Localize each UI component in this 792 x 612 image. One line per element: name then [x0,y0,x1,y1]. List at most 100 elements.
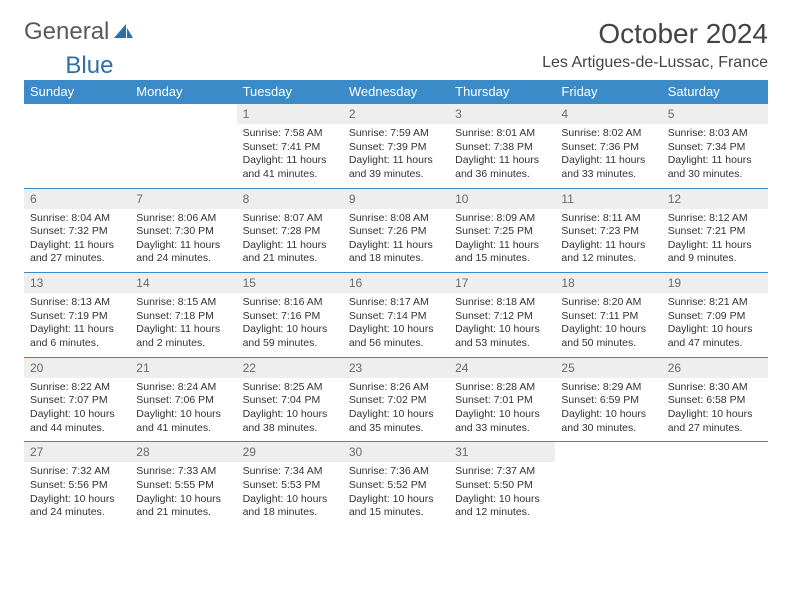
day-cell-21: 21Sunrise: 8:24 AMSunset: 7:06 PMDayligh… [130,357,236,442]
day-number: 27 [24,442,130,462]
day-number: 8 [237,189,343,209]
day-cell-2: 2Sunrise: 7:59 AMSunset: 7:39 PMDaylight… [343,104,449,189]
day-cell-18: 18Sunrise: 8:20 AMSunset: 7:11 PMDayligh… [555,273,661,358]
day-cell-15: 15Sunrise: 8:16 AMSunset: 7:16 PMDayligh… [237,273,343,358]
day-cell-30: 30Sunrise: 7:36 AMSunset: 5:52 PMDayligh… [343,442,449,526]
day-number: 18 [555,273,661,293]
day-info: Sunrise: 8:29 AMSunset: 6:59 PMDaylight:… [555,378,661,442]
day-cell-6: 6Sunrise: 8:04 AMSunset: 7:32 PMDaylight… [24,188,130,273]
day-number: 25 [555,358,661,378]
day-cell-5: 5Sunrise: 8:03 AMSunset: 7:34 PMDaylight… [662,104,768,189]
brand-text-left: General [24,18,109,46]
dayheader-monday: Monday [130,80,236,104]
day-cell-24: 24Sunrise: 8:28 AMSunset: 7:01 PMDayligh… [449,357,555,442]
day-info: Sunrise: 7:33 AMSunset: 5:55 PMDaylight:… [130,462,236,526]
day-info: Sunrise: 8:15 AMSunset: 7:18 PMDaylight:… [130,293,236,357]
day-cell-14: 14Sunrise: 8:15 AMSunset: 7:18 PMDayligh… [130,273,236,358]
day-number: 1 [237,104,343,124]
brand-text-right-wrap: General Blue [24,52,113,80]
day-info: Sunrise: 7:58 AMSunset: 7:41 PMDaylight:… [237,124,343,188]
day-cell-22: 22Sunrise: 8:25 AMSunset: 7:04 PMDayligh… [237,357,343,442]
day-number: 5 [662,104,768,124]
day-number: 21 [130,358,236,378]
day-cell-27: 27Sunrise: 7:32 AMSunset: 5:56 PMDayligh… [24,442,130,526]
day-info: Sunrise: 8:22 AMSunset: 7:07 PMDaylight:… [24,378,130,442]
day-number: 3 [449,104,555,124]
day-number: 13 [24,273,130,293]
day-cell-8: 8Sunrise: 8:07 AMSunset: 7:28 PMDaylight… [237,188,343,273]
day-number: 28 [130,442,236,462]
day-cell-empty: .. [24,104,130,189]
day-info: Sunrise: 8:17 AMSunset: 7:14 PMDaylight:… [343,293,449,357]
day-info: Sunrise: 8:08 AMSunset: 7:26 PMDaylight:… [343,209,449,273]
location-text: Les Artigues-de-Lussac, France [542,54,768,72]
brand-text-right: Blue [65,52,113,80]
dayheader-sunday: Sunday [24,80,130,104]
day-cell-7: 7Sunrise: 8:06 AMSunset: 7:30 PMDaylight… [130,188,236,273]
day-info: Sunrise: 8:13 AMSunset: 7:19 PMDaylight:… [24,293,130,357]
day-number: 9 [343,189,449,209]
dayheader-tuesday: Tuesday [237,80,343,104]
dayheader-friday: Friday [555,80,661,104]
day-cell-20: 20Sunrise: 8:22 AMSunset: 7:07 PMDayligh… [24,357,130,442]
day-cell-23: 23Sunrise: 8:26 AMSunset: 7:02 PMDayligh… [343,357,449,442]
day-cell-empty: .. [662,442,768,526]
brand-sail-icon [112,22,134,42]
day-cell-26: 26Sunrise: 8:30 AMSunset: 6:58 PMDayligh… [662,357,768,442]
day-number: 23 [343,358,449,378]
day-number: 26 [662,358,768,378]
day-cell-17: 17Sunrise: 8:18 AMSunset: 7:12 PMDayligh… [449,273,555,358]
day-info: Sunrise: 8:09 AMSunset: 7:25 PMDaylight:… [449,209,555,273]
day-info: Sunrise: 8:20 AMSunset: 7:11 PMDaylight:… [555,293,661,357]
day-info: Sunrise: 8:16 AMSunset: 7:16 PMDaylight:… [237,293,343,357]
day-info: Sunrise: 8:21 AMSunset: 7:09 PMDaylight:… [662,293,768,357]
day-number: 31 [449,442,555,462]
day-info: Sunrise: 8:06 AMSunset: 7:30 PMDaylight:… [130,209,236,273]
page-title: October 2024 [598,18,768,50]
day-info: Sunrise: 7:34 AMSunset: 5:53 PMDaylight:… [237,462,343,526]
day-cell-10: 10Sunrise: 8:09 AMSunset: 7:25 PMDayligh… [449,188,555,273]
day-number: 16 [343,273,449,293]
day-number: 2 [343,104,449,124]
day-cell-13: 13Sunrise: 8:13 AMSunset: 7:19 PMDayligh… [24,273,130,358]
day-cell-16: 16Sunrise: 8:17 AMSunset: 7:14 PMDayligh… [343,273,449,358]
day-cell-9: 9Sunrise: 8:08 AMSunset: 7:26 PMDaylight… [343,188,449,273]
day-number: 12 [662,189,768,209]
day-info: Sunrise: 8:02 AMSunset: 7:36 PMDaylight:… [555,124,661,188]
day-number: 22 [237,358,343,378]
day-cell-19: 19Sunrise: 8:21 AMSunset: 7:09 PMDayligh… [662,273,768,358]
day-cell-empty: .. [555,442,661,526]
day-number: 11 [555,189,661,209]
dayheader-saturday: Saturday [662,80,768,104]
day-info: Sunrise: 8:30 AMSunset: 6:58 PMDaylight:… [662,378,768,442]
day-number: 30 [343,442,449,462]
brand-logo: General [24,18,134,46]
day-info: Sunrise: 8:18 AMSunset: 7:12 PMDaylight:… [449,293,555,357]
day-number: 14 [130,273,236,293]
day-number: 24 [449,358,555,378]
day-info: Sunrise: 8:01 AMSunset: 7:38 PMDaylight:… [449,124,555,188]
day-number: 15 [237,273,343,293]
day-info: Sunrise: 8:26 AMSunset: 7:02 PMDaylight:… [343,378,449,442]
day-cell-29: 29Sunrise: 7:34 AMSunset: 5:53 PMDayligh… [237,442,343,526]
day-info: Sunrise: 7:37 AMSunset: 5:50 PMDaylight:… [449,462,555,526]
day-info: Sunrise: 8:11 AMSunset: 7:23 PMDaylight:… [555,209,661,273]
day-number: 6 [24,189,130,209]
day-info: Sunrise: 7:59 AMSunset: 7:39 PMDaylight:… [343,124,449,188]
day-info: Sunrise: 8:28 AMSunset: 7:01 PMDaylight:… [449,378,555,442]
day-cell-12: 12Sunrise: 8:12 AMSunset: 7:21 PMDayligh… [662,188,768,273]
day-info: Sunrise: 8:12 AMSunset: 7:21 PMDaylight:… [662,209,768,273]
day-info: Sunrise: 8:25 AMSunset: 7:04 PMDaylight:… [237,378,343,442]
day-cell-1: 1Sunrise: 7:58 AMSunset: 7:41 PMDaylight… [237,104,343,189]
day-info: Sunrise: 8:24 AMSunset: 7:06 PMDaylight:… [130,378,236,442]
day-info: Sunrise: 8:07 AMSunset: 7:28 PMDaylight:… [237,209,343,273]
day-number: 19 [662,273,768,293]
day-cell-25: 25Sunrise: 8:29 AMSunset: 6:59 PMDayligh… [555,357,661,442]
day-info: Sunrise: 8:03 AMSunset: 7:34 PMDaylight:… [662,124,768,188]
day-cell-3: 3Sunrise: 8:01 AMSunset: 7:38 PMDaylight… [449,104,555,189]
day-info: Sunrise: 7:36 AMSunset: 5:52 PMDaylight:… [343,462,449,526]
day-info: Sunrise: 8:04 AMSunset: 7:32 PMDaylight:… [24,209,130,273]
day-cell-empty: .. [130,104,236,189]
day-cell-11: 11Sunrise: 8:11 AMSunset: 7:23 PMDayligh… [555,188,661,273]
day-number: 4 [555,104,661,124]
